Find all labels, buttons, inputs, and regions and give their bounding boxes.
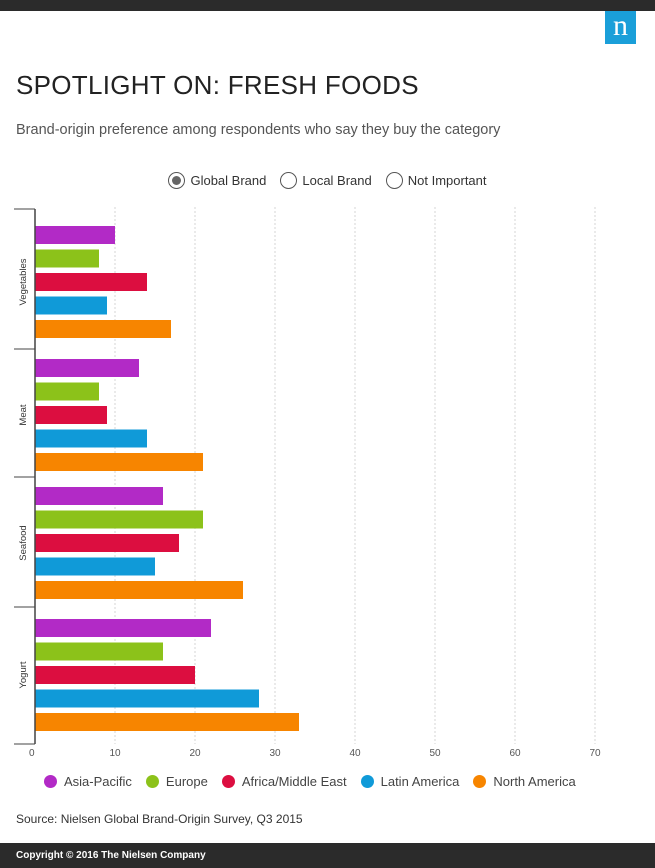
legend-item-africa-middle-east[interactable]: Africa/Middle East: [221, 774, 347, 789]
legend-dot-icon: [473, 775, 487, 788]
radio-label: Local Brand: [302, 173, 372, 188]
page-title: SPOTLIGHT ON: FRESH FOODS: [16, 70, 419, 100]
bar-chart: Vegetables Meat Seafood Yogurt 0 10 20 30 40 50 60…: [14, 207, 601, 759]
radio-selected-dot: [172, 176, 182, 185]
legend-item-latin-america[interactable]: Latin America: [360, 774, 460, 789]
copyright-footer: Copyright © 2016 The Nielsen Company: [0, 843, 655, 868]
bar-africa-middle-east-seafood: [35, 534, 179, 552]
brand-origin-selector: Global Brand Local Brand Not Important: [0, 172, 655, 189]
legend-label: Asia-Pacific: [64, 774, 132, 789]
radio-button-icon[interactable]: [280, 172, 298, 189]
bar-africa-middle-east-yogurt: [35, 666, 195, 684]
bar-latin-america-vegetables: [35, 296, 107, 315]
bar-europe-seafood: [35, 510, 203, 529]
legend-dot-icon: [145, 775, 159, 788]
bar-europe-vegetables: [35, 249, 99, 268]
bar-africa-middle-east-vegetables: [35, 273, 147, 291]
page-subtitle: Brand-origin preference among respondent…: [16, 122, 501, 138]
x-tick-label: 0: [29, 748, 35, 759]
x-tick-label: 70: [589, 748, 601, 759]
x-tick-label: 60: [509, 748, 521, 759]
radio-local-brand[interactable]: Local Brand: [280, 172, 372, 189]
radio-button-icon[interactable]: [168, 172, 186, 189]
radio-button-icon[interactable]: [385, 172, 403, 189]
legend-label: North America: [493, 774, 576, 789]
bar-north-america-yogurt: [35, 713, 299, 731]
legend-label: Europe: [165, 774, 208, 789]
legend-dot-icon: [44, 775, 57, 788]
radio-label: Global Brand: [190, 173, 267, 188]
legend-item-europe[interactable]: Europe: [145, 774, 208, 789]
bar-latin-america-yogurt: [35, 689, 259, 708]
nielsen-logo: n: [605, 11, 636, 44]
legend-label: Africa/Middle East: [241, 774, 347, 789]
bar-europe-yogurt: [35, 642, 163, 661]
bar-asia-pacific-vegetables: [35, 226, 115, 244]
bar-asia-pacific-seafood: [35, 487, 163, 505]
top-bar: [0, 0, 655, 11]
legend-item-north-america[interactable]: North America: [473, 774, 576, 789]
radio-not-important[interactable]: Not Important: [385, 172, 487, 189]
category-label: Yogurt: [18, 661, 29, 688]
legend-dot-icon: [360, 775, 374, 788]
bar-latin-america-meat: [35, 429, 147, 448]
legend-label: Latin America: [380, 774, 460, 789]
radio-label: Not Important: [407, 173, 487, 188]
x-tick-label: 40: [349, 748, 361, 759]
x-tick-label: 10: [109, 748, 121, 759]
category-label: Meat: [18, 404, 29, 425]
bar-latin-america-seafood: [35, 557, 155, 576]
legend-item-asia-pacific[interactable]: Asia-Pacific: [44, 774, 132, 789]
legend-dot-icon: [221, 775, 235, 788]
x-tick-label: 20: [189, 748, 201, 759]
radio-global-brand[interactable]: Global Brand: [168, 172, 266, 189]
bar-europe-meat: [35, 382, 99, 401]
source-note: Source: Nielsen Global Brand-Origin Surv…: [16, 812, 303, 826]
bar-asia-pacific-yogurt: [35, 619, 211, 637]
x-tick-label: 50: [429, 748, 441, 759]
category-label: Seafood: [18, 525, 29, 560]
x-tick-label: 30: [269, 748, 281, 759]
bar-north-america-meat: [35, 453, 203, 471]
bar-asia-pacific-meat: [35, 359, 139, 377]
bar-africa-middle-east-meat: [35, 406, 107, 424]
chart-legend: Asia-Pacific Europe Africa/Middle East L…: [44, 774, 590, 789]
category-label: Vegetables: [18, 258, 29, 305]
bar-north-america-seafood: [35, 581, 243, 599]
bar-north-america-vegetables: [35, 320, 171, 338]
